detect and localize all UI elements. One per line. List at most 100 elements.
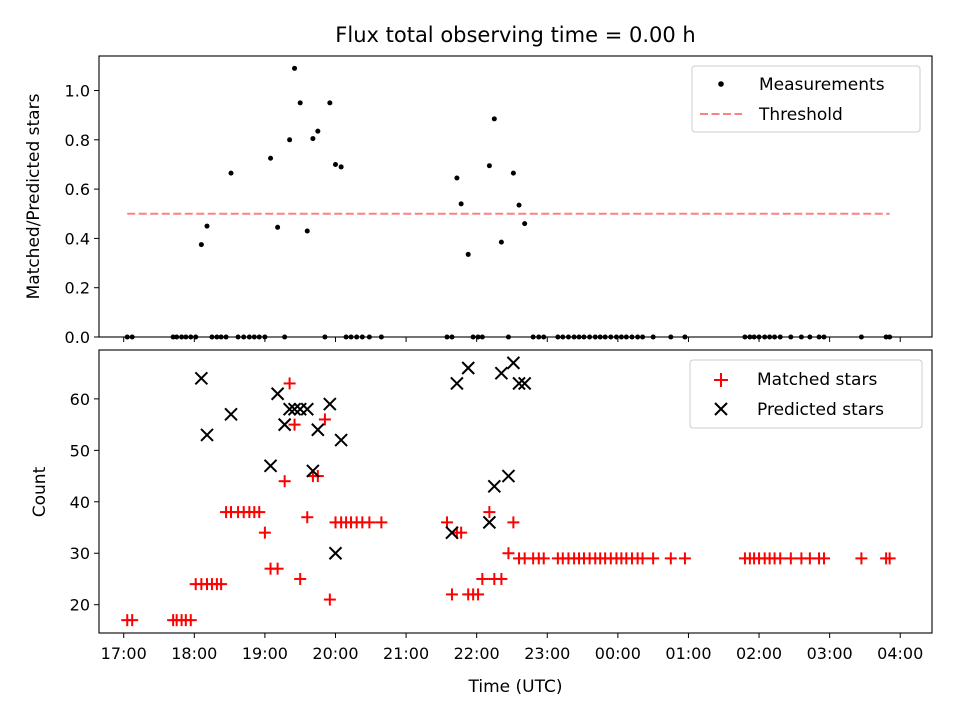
predicted-stars-point [482,515,497,530]
measurement-point [228,170,234,176]
matched-stars-point [855,552,868,565]
x-tick-label: 02:00 [736,644,782,663]
matched-stars-point [664,552,677,565]
measurement-point [327,100,333,106]
ratio-legend: Measurements Threshold [691,65,921,133]
measurement-point [486,163,492,169]
matched-stars-point [774,552,787,565]
x-axis-label: Time (UTC) [468,677,563,697]
predicted-stars-point [200,428,214,442]
y-tick-label: 50 [70,441,90,460]
x-tick-label: 21:00 [383,644,429,663]
count-panel: 20 30 40 50 60 17:00 18:00 19:00 20:00 21:00 22:0… [30,349,933,697]
predicted-stars-point [328,546,343,560]
legend-matched-label: Matched stars [757,370,877,390]
ratio-x-ticks [123,337,901,342]
ratio-y-axis: 0.0 0.2 0.4 0.6 0.8 1.0 [65,82,99,347]
x-tick-label: 20:00 [312,644,358,663]
matched-stars-point [375,516,388,529]
matched-stars-point [472,588,485,601]
predicted-stars-point [487,479,502,494]
matched-stars-point [678,552,691,565]
measurement-point [287,137,293,143]
predicted-stars-point [334,433,348,447]
predicted-stars-point [277,417,292,432]
predicted-stars-point [194,371,209,386]
y-tick-label: 20 [70,596,90,615]
measurement-point [522,221,528,227]
measurement-point [516,202,522,208]
measurement-point [454,175,460,181]
matched-stars-point [278,475,291,488]
predicted-stars-point [501,469,516,483]
predicted-stars-point [506,356,521,370]
matched-stars-point [126,614,139,627]
measurement-point [268,155,274,161]
matched-stars-point [294,572,307,585]
measurement-point [204,223,210,229]
x-tick-label: 00:00 [595,644,641,663]
measurement-point [465,251,471,257]
count-y-axis: 20 30 40 50 60 [70,390,99,615]
count-legend: Matched stars Predicted stars [689,359,923,429]
matched-stars-point [253,506,266,519]
x-tick-label: 17:00 [101,644,147,663]
predicted-stars-point [450,376,464,391]
measurement-point [491,116,497,122]
y-tick-label: 0.0 [65,328,90,347]
count-marks [121,356,896,627]
matched-stars-point [363,516,376,529]
matched-stars-point [817,552,830,565]
y-tick-label: 0.6 [65,180,90,199]
matched-stars-point [288,418,301,431]
legend-measurements-marker [718,81,724,87]
count-y-label: Count [30,466,50,517]
measurement-point [498,239,504,245]
x-tick-label: 22:00 [454,644,500,663]
y-tick-label: 40 [70,493,90,512]
matched-stars-point [507,516,520,529]
legend-threshold-label: Threshold [758,105,843,125]
measurement-point [310,136,316,142]
predicted-stars-point [224,407,238,422]
matched-stars-point [502,547,515,560]
matched-stars-point [883,552,896,565]
predicted-stars-point [282,402,297,416]
predicted-stars-point [270,387,285,401]
y-tick-label: 0.8 [65,131,90,150]
matched-stars-point [537,552,550,565]
count-x-axis: 17:00 18:00 19:00 20:00 21:00 22:00 23:00 00:00… [101,633,923,663]
measurement-point [338,164,344,170]
x-tick-label: 19:00 [242,644,288,663]
measurement-point [510,170,516,176]
y-tick-label: 0.4 [65,229,90,248]
legend-measurements-label: Measurements [759,75,885,95]
measurement-point [458,201,464,207]
matched-stars-point [301,511,314,524]
measurement-point [297,100,303,106]
x-tick-label: 03:00 [807,644,853,663]
matched-stars-point [455,526,468,539]
matched-stars-point [495,572,508,585]
predicted-stars-point [323,397,337,411]
ratio-y-label: Matched/Predicted stars [24,93,44,299]
matched-stars-point [784,552,797,565]
measurement-point [292,65,298,71]
predicted-stars-point [287,402,302,416]
figure-title: Flux total observing time = 0.00 h [335,23,695,47]
measurement-point [315,128,321,134]
measurement-point [332,161,338,167]
predicted-stars-point [311,423,325,437]
matched-stars-point [445,588,458,601]
predicted-stars-point [306,464,320,478]
legend-predicted-label: Predicted stars [757,400,884,420]
predicted-stars-point [445,525,459,540]
matched-stars-point [323,593,336,606]
matched-stars-point [483,506,496,519]
matched-stars-point [283,377,296,390]
predicted-stars-point [300,402,314,416]
predicted-stars-point [494,366,509,380]
y-tick-label: 30 [70,544,90,563]
matched-stars-point [215,578,228,591]
